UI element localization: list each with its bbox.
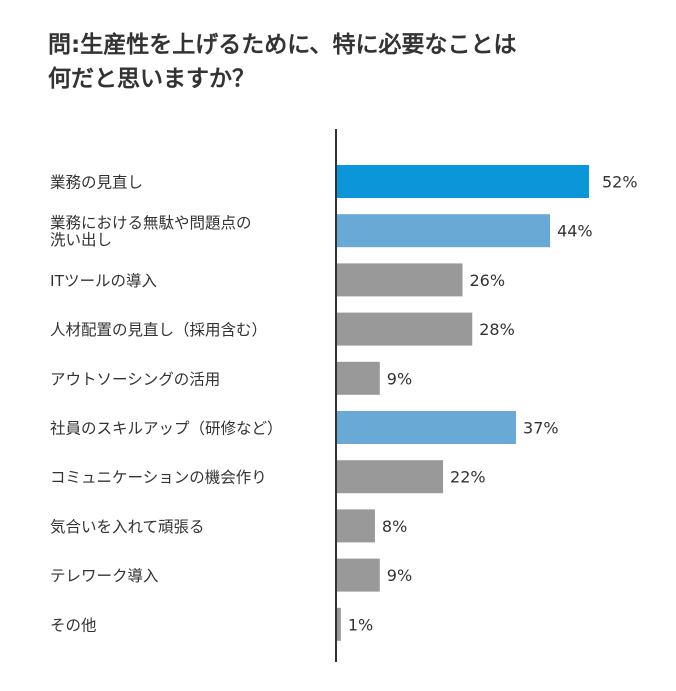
category-label: その他 xyxy=(50,616,97,634)
category-label: アウトソーシングの活用 xyxy=(50,370,220,388)
data-label: 37% xyxy=(523,419,559,438)
category-label: コミュニケーションの機会作り xyxy=(50,469,267,487)
data-label: 8% xyxy=(382,517,407,536)
data-label: 9% xyxy=(387,369,412,388)
data-label: 52% xyxy=(602,173,638,192)
bar xyxy=(336,312,473,346)
data-label: 1% xyxy=(348,615,373,634)
category-label: 業務の見直し xyxy=(50,174,143,192)
bar xyxy=(336,165,589,198)
category-label: テレワーク導入 xyxy=(50,567,159,585)
chart-title-line-2: 何だと思いますか？ xyxy=(48,66,255,92)
data-label: 28% xyxy=(479,320,515,339)
bar xyxy=(336,460,444,494)
bar xyxy=(336,411,517,444)
bar xyxy=(336,607,341,641)
data-label: 26% xyxy=(470,271,506,290)
category-label: 気合いを入れて頑張る xyxy=(50,518,205,536)
chart-title-line-1: 問:生産性を上げるために、特に必要なことは xyxy=(48,32,517,58)
data-label: 9% xyxy=(387,566,412,585)
bar xyxy=(336,558,380,592)
bar xyxy=(336,263,463,297)
bar xyxy=(336,361,380,395)
category-label: 業務における無駄や問題点の xyxy=(50,214,252,232)
category-label: ITツールの導入 xyxy=(50,272,157,290)
category-label: 洗い出し xyxy=(50,231,112,249)
bar xyxy=(336,214,551,248)
data-label: 44% xyxy=(557,222,593,241)
category-label: 社員のスキルアップ（研修など） xyxy=(50,420,283,438)
category-label: 人材配置の見直し（採用含む） xyxy=(50,321,267,339)
bar xyxy=(336,509,375,543)
chart-title: 問:生産性を上げるために、特に必要なことは 何だと思いますか？ xyxy=(48,28,648,96)
data-label: 22% xyxy=(450,468,486,487)
